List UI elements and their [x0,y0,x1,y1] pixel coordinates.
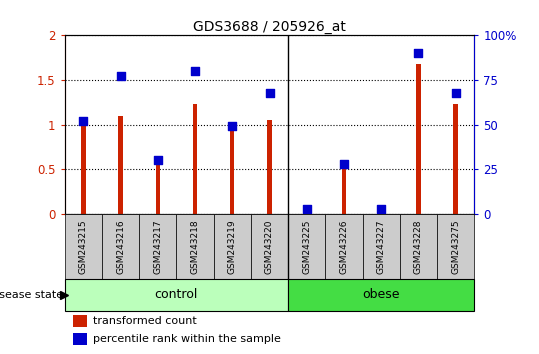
Text: GSM243215: GSM243215 [79,219,88,274]
Bar [400,214,437,279]
Bar [267,120,272,214]
Bar [73,333,87,345]
Bar [305,210,309,214]
Bar [288,214,326,279]
Point [414,50,423,56]
Text: transformed count: transformed count [93,316,197,326]
Bar [81,125,86,214]
Text: GSM243219: GSM243219 [228,219,237,274]
Point [154,158,162,163]
Bar [213,214,251,279]
Bar [453,104,458,214]
Point [302,206,311,211]
Point [191,68,199,74]
Bar [363,214,400,279]
Bar [288,279,474,311]
Text: GSM243225: GSM243225 [302,219,311,274]
Text: GSM243217: GSM243217 [153,219,162,274]
Bar [118,116,123,214]
Bar [193,104,197,214]
Point [116,74,125,79]
Text: control: control [155,289,198,302]
Bar [230,127,234,214]
Bar [342,163,346,214]
Point [228,124,237,129]
Text: GSM243218: GSM243218 [190,219,199,274]
Text: GSM243275: GSM243275 [451,219,460,274]
Text: GSM243228: GSM243228 [414,219,423,274]
Bar [379,210,383,214]
Point [377,206,385,211]
Text: GSM243220: GSM243220 [265,219,274,274]
Point [265,90,274,95]
Bar [437,214,474,279]
Point [79,118,88,124]
Bar [176,214,213,279]
Bar [156,158,160,214]
Bar [251,214,288,279]
Point [451,90,460,95]
Bar [65,279,288,311]
Text: GSM243226: GSM243226 [340,219,349,274]
Title: GDS3688 / 205926_at: GDS3688 / 205926_at [193,21,346,34]
Bar [416,64,421,214]
Bar [65,214,102,279]
Bar [139,214,176,279]
Text: obese: obese [362,289,400,302]
Text: GSM243216: GSM243216 [116,219,125,274]
Text: disease state: disease state [0,290,63,300]
Bar [102,214,139,279]
Text: GSM243227: GSM243227 [377,219,386,274]
Point [340,161,348,167]
Bar [73,315,87,327]
Text: percentile rank within the sample: percentile rank within the sample [93,334,281,344]
Bar [326,214,363,279]
